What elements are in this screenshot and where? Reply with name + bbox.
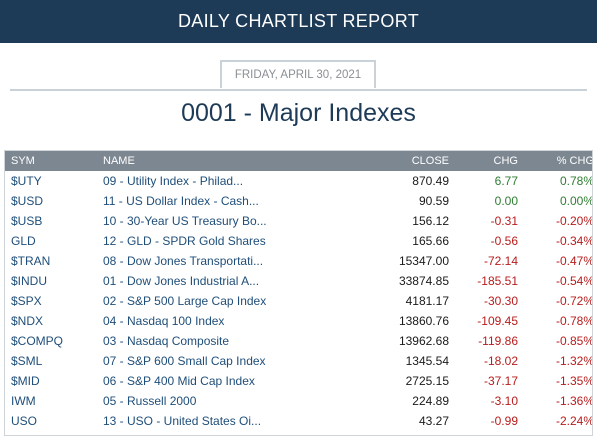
- table-row[interactable]: $SML 07 - S&P 600 Small Cap Index 1345.54 -…: [5, 351, 593, 371]
- symbol-cell[interactable]: $NDX: [11, 314, 44, 328]
- change-cell: 6.77: [494, 174, 518, 188]
- change-cell: -18.02: [483, 354, 518, 368]
- symbol-cell[interactable]: $USD: [11, 194, 44, 208]
- close-cell: 165.66: [412, 234, 449, 248]
- change-cell: -109.45: [477, 314, 518, 328]
- percent-change-cell: 0.78%: [559, 174, 593, 188]
- percent-change-cell: -0.72%: [555, 294, 593, 308]
- table-row[interactable]: $SPX 02 - S&P 500 Large Cap Index 4181.17 -…: [5, 291, 593, 311]
- date-divider: [10, 89, 587, 91]
- table-row[interactable]: $NDX 04 - Nasdaq 100 Index 13860.76 -109.45…: [5, 311, 593, 331]
- close-cell: 156.12: [412, 214, 449, 228]
- change-cell: -37.17: [483, 374, 518, 388]
- table-row[interactable]: $COMPQ 03 - Nasdaq Composite 13962.68 -119.…: [5, 331, 593, 351]
- table-body: $UTY 09 - Utility Index - Philad... 870.49…: [5, 171, 593, 431]
- percent-change-cell: 0.00%: [559, 194, 593, 208]
- report-date: FRIDAY, APRIL 30, 2021: [220, 60, 376, 88]
- symbol-cell[interactable]: $TRAN: [11, 254, 51, 268]
- close-cell: 1345.54: [405, 354, 449, 368]
- percent-change-cell: -0.78%: [555, 314, 593, 328]
- name-cell[interactable]: 01 - Dow Jones Industrial A...: [103, 274, 260, 288]
- name-cell[interactable]: 11 - US Dollar Index - Cash...: [103, 194, 259, 208]
- table-row[interactable]: GLD 12 - GLD - SPDR Gold Shares 165.66 -0.5…: [5, 231, 593, 251]
- name-cell[interactable]: 08 - Dow Jones Transportati...: [103, 254, 264, 268]
- close-cell: 13860.76: [398, 314, 449, 328]
- change-cell: -0.99: [490, 414, 518, 428]
- symbol-cell[interactable]: IWM: [11, 394, 36, 408]
- name-cell[interactable]: 09 - Utility Index - Philad...: [103, 174, 244, 188]
- column-header-close[interactable]: CLOSE: [411, 155, 449, 167]
- table-row[interactable]: $TRAN 08 - Dow Jones Transportati... 15347…: [5, 251, 593, 271]
- symbol-cell[interactable]: $SML: [11, 354, 43, 368]
- name-cell[interactable]: 06 - S&P 400 Mid Cap Index: [103, 374, 255, 388]
- name-cell[interactable]: 07 - S&P 600 Small Cap Index: [103, 354, 266, 368]
- percent-change-cell: -0.85%: [555, 334, 593, 348]
- percent-change-cell: -0.54%: [555, 274, 593, 288]
- close-cell: 33874.85: [398, 274, 449, 288]
- name-cell[interactable]: 12 - GLD - SPDR Gold Shares: [103, 234, 266, 248]
- indexes-table: SYM NAME CLOSE CHG % CHG $UTY 09 - Utilit…: [4, 150, 593, 436]
- percent-change-cell: -1.36%: [555, 394, 593, 408]
- percent-change-cell: -1.35%: [555, 374, 593, 388]
- close-cell: 224.89: [412, 394, 449, 408]
- percent-change-cell: -0.47%: [555, 254, 593, 268]
- change-cell: 0.00: [494, 194, 518, 208]
- percent-change-cell: -1.32%: [555, 354, 593, 368]
- table-row[interactable]: $MID 06 - S&P 400 Mid Cap Index 2725.15 -37…: [5, 371, 593, 391]
- chartlist-title: 0001 - Major Indexes: [181, 99, 416, 127]
- table-row[interactable]: $USD 11 - US Dollar Index - Cash... 90.59 0…: [5, 191, 593, 211]
- name-cell[interactable]: 02 - S&P 500 Large Cap Index: [103, 294, 267, 308]
- close-cell: 90.59: [418, 194, 449, 208]
- table-row[interactable]: $INDU 01 - Dow Jones Industrial A... 33874…: [5, 271, 593, 291]
- column-header-name[interactable]: NAME: [103, 155, 135, 167]
- percent-change-cell: -0.20%: [555, 214, 593, 228]
- symbol-cell[interactable]: $UTY: [11, 174, 42, 188]
- table-row[interactable]: IWM 05 - Russell 2000 224.89 -3.10 -1.36%: [5, 391, 593, 411]
- close-cell: 870.49: [412, 174, 449, 188]
- close-cell: 13962.68: [398, 334, 449, 348]
- symbol-cell[interactable]: USO: [11, 414, 38, 428]
- name-cell[interactable]: 10 - 30-Year US Treasury Bo...: [103, 214, 267, 228]
- symbol-cell[interactable]: $MID: [11, 374, 40, 388]
- name-cell[interactable]: 13 - USO - United States Oi...: [103, 414, 262, 428]
- name-cell[interactable]: 03 - Nasdaq Composite: [103, 334, 230, 348]
- table-row[interactable]: $USB 10 - 30-Year US Treasury Bo... 156.12…: [5, 211, 593, 231]
- symbol-cell[interactable]: $SPX: [11, 294, 42, 308]
- percent-change-cell: -0.34%: [555, 234, 593, 248]
- name-cell[interactable]: 05 - Russell 2000: [103, 394, 197, 408]
- column-header-sym[interactable]: SYM: [11, 155, 35, 167]
- column-header-pct-chg[interactable]: % CHG: [556, 155, 593, 167]
- change-cell: -3.10: [490, 394, 518, 408]
- change-cell: -119.86: [478, 334, 518, 348]
- close-cell: 2725.15: [405, 374, 449, 388]
- report-title: DAILY CHARTLIST REPORT: [177, 11, 419, 31]
- change-cell: -0.31: [490, 214, 518, 228]
- close-cell: 43.27: [418, 414, 449, 428]
- close-cell: 4181.17: [405, 294, 449, 308]
- symbol-cell[interactable]: $INDU: [11, 274, 48, 288]
- symbol-cell[interactable]: $USB: [11, 214, 43, 228]
- change-cell: -185.51: [477, 274, 518, 288]
- report-banner: DAILY CHARTLIST REPORT: [0, 0, 597, 43]
- name-cell[interactable]: 04 - Nasdaq 100 Index: [103, 314, 225, 328]
- change-cell: -30.30: [483, 294, 518, 308]
- change-cell: -0.56: [490, 234, 518, 248]
- symbol-cell[interactable]: $COMPQ: [11, 334, 64, 348]
- table-header-row: SYM NAME CLOSE CHG % CHG: [5, 151, 593, 171]
- symbol-cell[interactable]: GLD: [11, 234, 36, 248]
- percent-change-cell: -2.24%: [555, 414, 593, 428]
- table-row[interactable]: $UTY 09 - Utility Index - Philad... 870.49…: [5, 171, 593, 191]
- change-cell: -72.14: [483, 254, 518, 268]
- table-row[interactable]: USO 13 - USO - United States Oi... 43.27 -0…: [5, 411, 593, 431]
- column-header-chg[interactable]: CHG: [493, 155, 518, 167]
- close-cell: 15347.00: [398, 254, 449, 268]
